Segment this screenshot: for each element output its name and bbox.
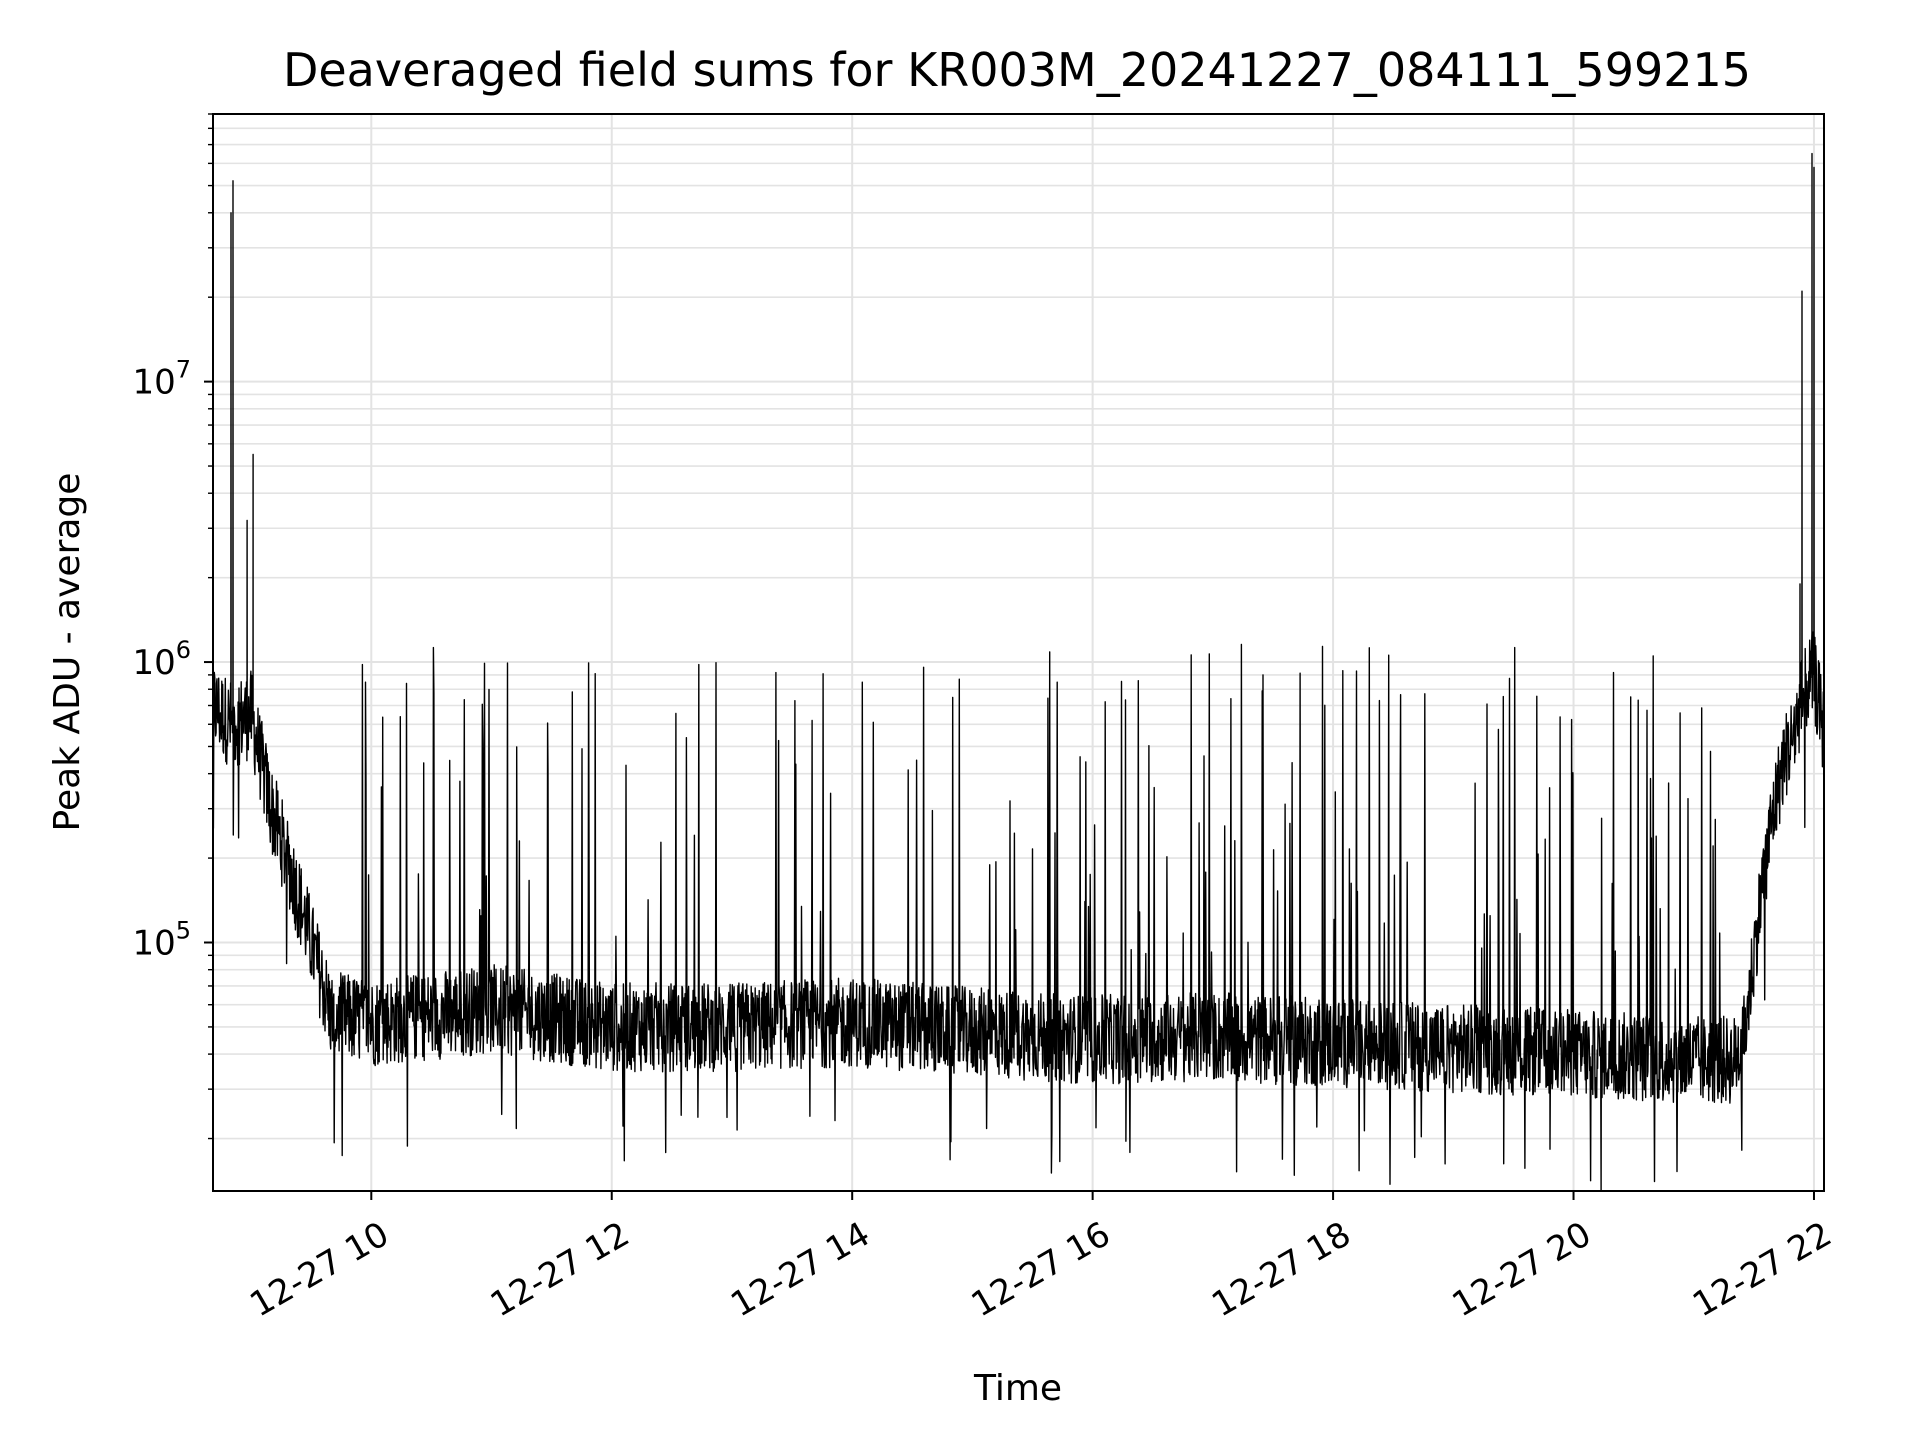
x-axis-label: Time: [973, 1368, 1062, 1409]
y-tick-label: 107: [132, 356, 191, 403]
series-line: [212, 152, 1825, 1192]
chart-title: Deaveraged field sums for KR003M_2024122…: [283, 43, 1751, 97]
series-group: [212, 152, 1825, 1192]
y-tick-label: 105: [132, 917, 191, 964]
y-tick-label: 106: [132, 636, 191, 683]
y-axis-label: Peak ADU - average: [47, 473, 88, 832]
plot-frame: [212, 113, 1825, 1192]
